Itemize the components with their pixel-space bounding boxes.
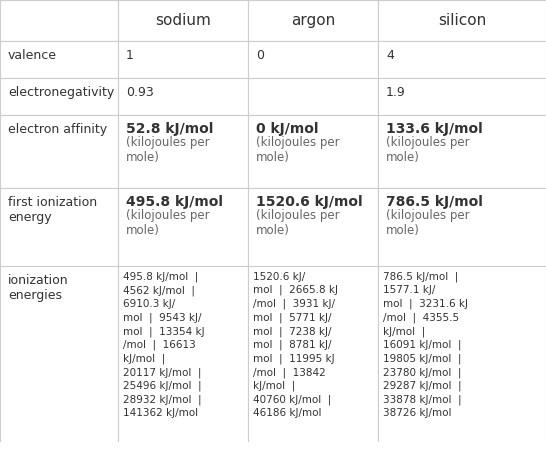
Bar — [118, 0, 248, 41]
Text: 1520.6 kJ/mol: 1520.6 kJ/mol — [256, 195, 363, 209]
Text: silicon: silicon — [438, 13, 486, 28]
Bar — [378, 78, 546, 115]
Bar — [0, 115, 118, 188]
Text: (kilojoules per
mole): (kilojoules per mole) — [256, 209, 340, 237]
Text: (kilojoules per
mole): (kilojoules per mole) — [386, 209, 470, 237]
Bar — [378, 115, 546, 188]
Bar — [0, 188, 118, 266]
Bar — [248, 266, 378, 454]
Bar — [0, 266, 118, 454]
Text: 0: 0 — [256, 49, 264, 62]
Text: valence: valence — [8, 49, 57, 62]
Text: (kilojoules per
mole): (kilojoules per mole) — [256, 136, 340, 164]
Text: first ionization
energy: first ionization energy — [8, 196, 97, 224]
Text: ionization
energies: ionization energies — [8, 274, 69, 302]
Bar — [248, 115, 378, 188]
Bar — [118, 188, 248, 266]
Bar — [0, 0, 118, 41]
Text: sodium: sodium — [155, 13, 211, 28]
Text: 0.93: 0.93 — [126, 86, 154, 99]
Text: electron affinity: electron affinity — [8, 123, 107, 136]
Text: (kilojoules per
mole): (kilojoules per mole) — [386, 136, 470, 164]
Text: 786.5 kJ/mol: 786.5 kJ/mol — [386, 195, 483, 209]
Text: 1.9: 1.9 — [386, 86, 406, 99]
Text: 495.8 kJ/mol  |
4562 kJ/mol  |
6910.3 kJ/
mol  |  9543 kJ/
mol  |  13354 kJ
/mol: 495.8 kJ/mol | 4562 kJ/mol | 6910.3 kJ/ … — [123, 272, 205, 418]
Bar — [248, 188, 378, 266]
Text: 1520.6 kJ/
mol  |  2665.8 kJ
/mol  |  3931 kJ/
mol  |  5771 kJ/
mol  |  7238 kJ/: 1520.6 kJ/ mol | 2665.8 kJ /mol | 3931 k… — [253, 272, 338, 418]
Text: 1: 1 — [126, 49, 134, 62]
Bar — [248, 0, 378, 41]
Bar — [0, 78, 118, 115]
Bar — [378, 0, 546, 41]
Bar — [248, 41, 378, 78]
Text: 495.8 kJ/mol: 495.8 kJ/mol — [126, 195, 223, 209]
Text: 133.6 kJ/mol: 133.6 kJ/mol — [386, 122, 483, 136]
Bar — [118, 41, 248, 78]
Bar — [378, 41, 546, 78]
Bar — [378, 188, 546, 266]
Text: 4: 4 — [386, 49, 394, 62]
Bar — [0, 41, 118, 78]
Text: (kilojoules per
mole): (kilojoules per mole) — [126, 209, 210, 237]
Text: argon: argon — [291, 13, 335, 28]
Bar — [378, 266, 546, 454]
Text: 0 kJ/mol: 0 kJ/mol — [256, 122, 318, 136]
Text: electronegativity: electronegativity — [8, 86, 114, 99]
Bar — [118, 266, 248, 454]
Text: 786.5 kJ/mol  |
1577.1 kJ/
mol  |  3231.6 kJ
/mol  |  4355.5
kJ/mol  |
16091 kJ/: 786.5 kJ/mol | 1577.1 kJ/ mol | 3231.6 k… — [383, 272, 468, 418]
Text: (kilojoules per
mole): (kilojoules per mole) — [126, 136, 210, 164]
Text: 52.8 kJ/mol: 52.8 kJ/mol — [126, 122, 213, 136]
Bar — [248, 78, 378, 115]
Bar — [118, 78, 248, 115]
Bar — [118, 115, 248, 188]
